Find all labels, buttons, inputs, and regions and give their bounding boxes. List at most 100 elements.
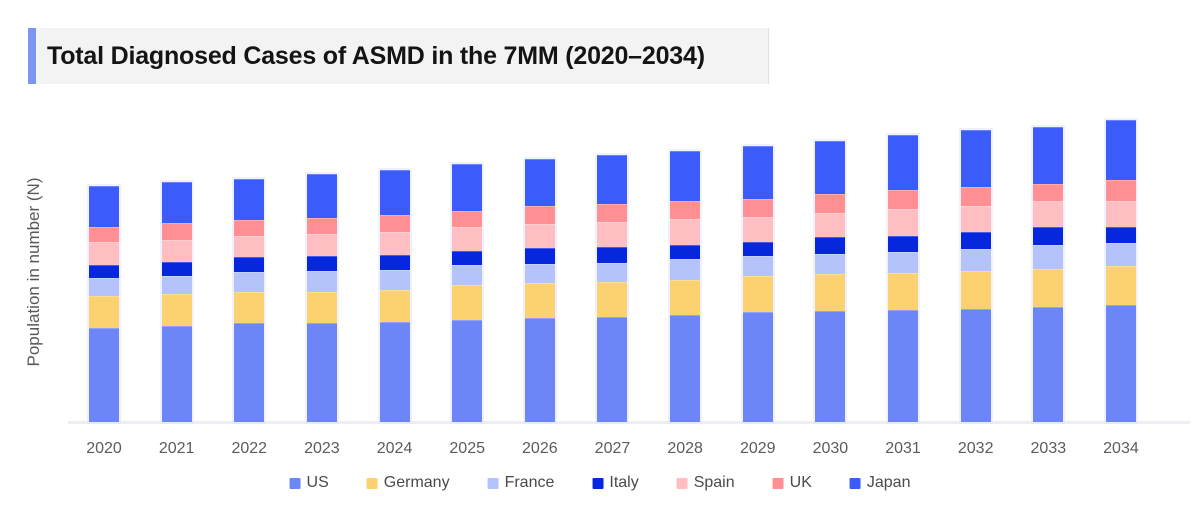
bar-segment-uk-2027[interactable]	[597, 204, 628, 222]
bar-segment-italy-2028[interactable]	[670, 245, 701, 259]
bar-segment-us-2032[interactable]	[960, 309, 991, 422]
bar-segment-spain-2020[interactable]	[89, 242, 119, 265]
bar-segment-uk-2029[interactable]	[742, 199, 773, 217]
bar-2021[interactable]	[161, 182, 192, 422]
bar-segment-spain-2024[interactable]	[379, 232, 410, 255]
bar-segment-spain-2034[interactable]	[1105, 201, 1136, 227]
bar-segment-italy-2020[interactable]	[89, 265, 119, 278]
bar-segment-us-2030[interactable]	[815, 311, 846, 422]
bar-2023[interactable]	[306, 174, 337, 422]
bar-segment-germany-2026[interactable]	[524, 283, 555, 318]
bar-segment-spain-2033[interactable]	[1033, 201, 1064, 227]
bar-segment-france-2023[interactable]	[306, 271, 337, 292]
legend-item-spain[interactable]: Spain	[676, 474, 735, 492]
bar-2027[interactable]	[597, 155, 628, 422]
bar-segment-japan-2021[interactable]	[161, 182, 192, 223]
legend-item-france[interactable]: France	[487, 474, 554, 492]
bar-segment-us-2026[interactable]	[524, 318, 555, 422]
bar-segment-japan-2028[interactable]	[670, 151, 701, 201]
bar-segment-uk-2031[interactable]	[888, 190, 919, 209]
bar-segment-uk-2026[interactable]	[524, 206, 555, 224]
bar-2033[interactable]	[1033, 127, 1064, 422]
bar-segment-uk-2023[interactable]	[306, 218, 337, 234]
bar-segment-uk-2028[interactable]	[670, 201, 701, 219]
bar-segment-japan-2027[interactable]	[597, 155, 628, 204]
bar-segment-spain-2028[interactable]	[670, 219, 701, 245]
bar-segment-italy-2033[interactable]	[1033, 227, 1064, 245]
bar-segment-us-2028[interactable]	[670, 315, 701, 422]
bar-segment-italy-2026[interactable]	[524, 248, 555, 264]
bar-segment-france-2020[interactable]	[89, 278, 119, 296]
bar-segment-japan-2024[interactable]	[379, 170, 410, 215]
bar-segment-france-2033[interactable]	[1033, 245, 1064, 269]
bar-2020[interactable]	[89, 186, 119, 422]
bar-segment-us-2027[interactable]	[597, 317, 628, 422]
bar-segment-italy-2023[interactable]	[306, 256, 337, 271]
bar-segment-france-2031[interactable]	[888, 252, 919, 273]
bar-segment-japan-2022[interactable]	[234, 179, 265, 220]
bar-segment-germany-2032[interactable]	[960, 271, 991, 309]
bar-segment-france-2029[interactable]	[742, 256, 773, 276]
bar-segment-uk-2022[interactable]	[234, 220, 265, 236]
bar-segment-japan-2029[interactable]	[742, 146, 773, 199]
bar-segment-us-2031[interactable]	[888, 310, 919, 422]
bar-segment-spain-2025[interactable]	[452, 227, 483, 251]
bar-segment-japan-2025[interactable]	[452, 164, 483, 211]
bar-segment-spain-2026[interactable]	[524, 224, 555, 248]
bar-segment-germany-2021[interactable]	[161, 294, 192, 326]
bar-segment-italy-2024[interactable]	[379, 255, 410, 270]
bar-segment-uk-2020[interactable]	[89, 227, 119, 242]
bar-segment-france-2032[interactable]	[960, 249, 991, 271]
bar-segment-germany-2031[interactable]	[888, 273, 919, 310]
bar-segment-us-2029[interactable]	[742, 312, 773, 422]
bar-2029[interactable]	[742, 146, 773, 422]
bar-segment-uk-2032[interactable]	[960, 187, 991, 206]
bar-segment-us-2034[interactable]	[1105, 305, 1136, 422]
bar-segment-italy-2021[interactable]	[161, 262, 192, 276]
bar-segment-us-2025[interactable]	[452, 320, 483, 422]
bar-segment-uk-2034[interactable]	[1105, 180, 1136, 201]
bar-segment-japan-2033[interactable]	[1033, 127, 1064, 184]
bar-2031[interactable]	[888, 135, 919, 422]
legend-item-germany[interactable]: Germany	[366, 474, 450, 492]
bar-segment-japan-2034[interactable]	[1105, 120, 1136, 180]
bar-segment-germany-2025[interactable]	[452, 285, 483, 320]
legend-item-us[interactable]: US	[289, 474, 329, 492]
bar-segment-germany-2034[interactable]	[1105, 266, 1136, 305]
bar-segment-france-2026[interactable]	[524, 264, 555, 283]
bar-2026[interactable]	[524, 159, 555, 422]
bar-segment-germany-2020[interactable]	[89, 296, 119, 328]
bar-segment-japan-2032[interactable]	[960, 130, 991, 187]
bar-segment-germany-2027[interactable]	[597, 282, 628, 317]
bar-segment-france-2024[interactable]	[379, 270, 410, 290]
bar-segment-france-2030[interactable]	[815, 254, 846, 274]
bar-segment-spain-2021[interactable]	[161, 240, 192, 262]
bar-2025[interactable]	[452, 164, 483, 422]
bar-segment-italy-2034[interactable]	[1105, 227, 1136, 243]
bar-segment-france-2025[interactable]	[452, 265, 483, 285]
bar-segment-germany-2023[interactable]	[306, 292, 337, 323]
bar-2032[interactable]	[960, 130, 991, 422]
bar-segment-us-2021[interactable]	[161, 326, 192, 422]
bar-2028[interactable]	[670, 151, 701, 422]
bar-segment-uk-2024[interactable]	[379, 215, 410, 232]
bar-segment-germany-2029[interactable]	[742, 276, 773, 312]
bar-2022[interactable]	[234, 179, 265, 422]
bar-segment-germany-2030[interactable]	[815, 274, 846, 311]
bar-segment-france-2028[interactable]	[670, 259, 701, 280]
bar-segment-japan-2023[interactable]	[306, 174, 337, 218]
bar-segment-japan-2030[interactable]	[815, 141, 846, 194]
bar-segment-uk-2025[interactable]	[452, 211, 483, 227]
bar-segment-germany-2028[interactable]	[670, 280, 701, 315]
bar-2030[interactable]	[815, 141, 846, 422]
legend-item-japan[interactable]: Japan	[849, 474, 910, 492]
bar-segment-italy-2031[interactable]	[888, 236, 919, 252]
bar-segment-spain-2032[interactable]	[960, 206, 991, 232]
bar-segment-spain-2029[interactable]	[742, 217, 773, 242]
bar-segment-germany-2033[interactable]	[1033, 269, 1064, 307]
bar-segment-japan-2031[interactable]	[888, 135, 919, 190]
bar-segment-spain-2027[interactable]	[597, 222, 628, 247]
bar-2034[interactable]	[1105, 120, 1136, 422]
bar-segment-italy-2022[interactable]	[234, 257, 265, 272]
bar-segment-spain-2023[interactable]	[306, 234, 337, 256]
